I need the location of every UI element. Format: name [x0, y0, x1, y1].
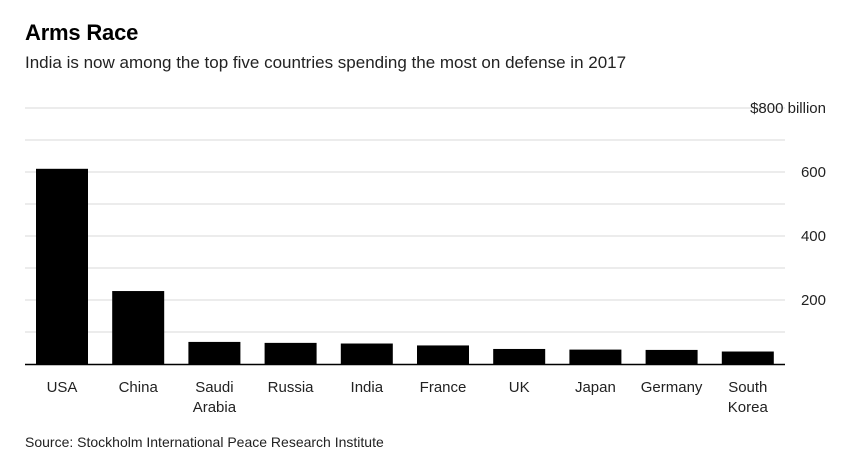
y-tick-label: 600 — [801, 164, 826, 181]
x-tick-label: USA — [47, 379, 78, 396]
x-tick-label: UK — [509, 379, 530, 396]
chart-title: Arms Race — [25, 20, 139, 45]
x-tick-label: Arabia — [193, 399, 237, 416]
x-tick-label: Russia — [268, 379, 315, 396]
bar-japan — [569, 349, 622, 364]
bar-germany — [645, 349, 698, 364]
bar-south-korea — [721, 351, 774, 364]
bar-china — [112, 291, 165, 364]
chart-subtitle: India is now among the top five countrie… — [25, 53, 627, 72]
x-axis-labels: USA China Saudi Arabia Russia India France UK Ja… — [47, 379, 769, 416]
bar-uk — [493, 348, 546, 364]
bar-russia — [264, 342, 317, 364]
bar-india — [340, 343, 393, 364]
y-axis-labels: 200 400 600 $800 billion — [750, 100, 826, 309]
bar-france — [417, 345, 469, 364]
x-tick-label: South — [728, 379, 767, 396]
x-tick-label: Germany — [641, 379, 703, 396]
y-tick-label: 200 — [801, 292, 826, 309]
y-tick-label: 400 — [801, 228, 826, 245]
x-tick-label: Japan — [575, 379, 616, 396]
bar-usa — [36, 168, 88, 364]
x-tick-label: France — [420, 379, 467, 396]
x-tick-label: China — [119, 379, 159, 396]
y-tick-label: $800 billion — [750, 100, 826, 117]
bar-saudi-arabia — [188, 341, 241, 364]
bars — [36, 168, 774, 364]
x-tick-label: Saudi — [195, 379, 233, 396]
x-tick-label: Korea — [728, 399, 769, 416]
source-note: Source: Stockholm International Peace Re… — [25, 434, 384, 450]
gridlines — [25, 107, 785, 333]
x-tick-label: India — [351, 379, 384, 396]
